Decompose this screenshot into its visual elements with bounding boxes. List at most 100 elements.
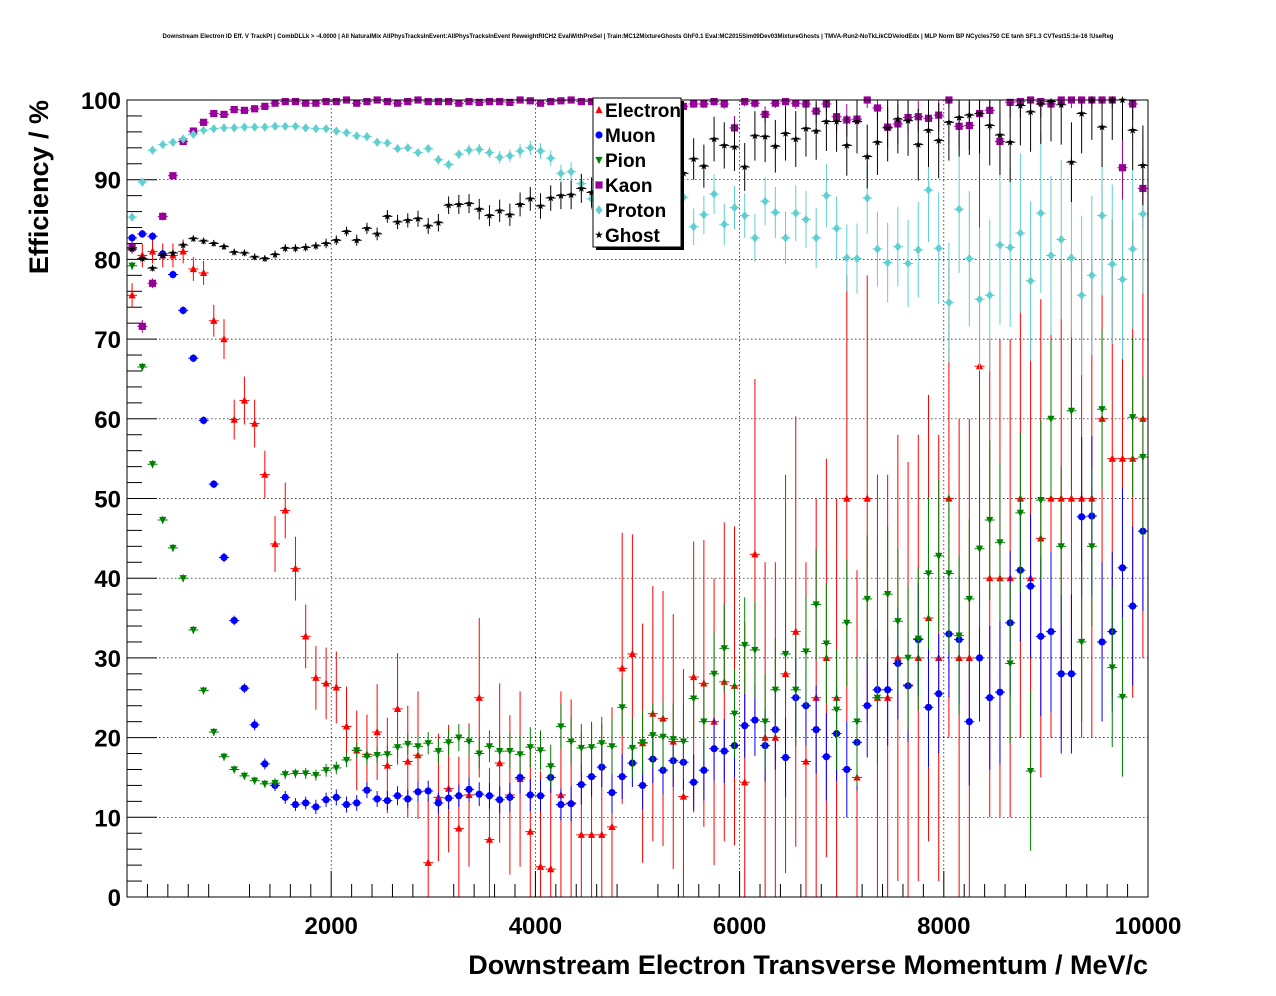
ghost-point	[434, 218, 443, 227]
proton-point	[312, 124, 320, 134]
axis-ticks	[127, 99, 1149, 898]
ghost-point	[260, 254, 269, 262]
data-points	[127, 95, 1148, 897]
proton-point	[302, 123, 310, 133]
proton-point	[240, 122, 249, 132]
pion-point	[291, 770, 300, 778]
pion-point	[547, 763, 555, 771]
pion-point	[884, 591, 892, 599]
proton-point	[128, 212, 136, 222]
kaon-point	[251, 105, 259, 113]
ghost-point	[873, 138, 882, 146]
proton-point	[945, 297, 953, 308]
muon-point	[751, 716, 759, 724]
pion-point	[332, 764, 340, 772]
muon-point	[383, 796, 391, 805]
kaon-point	[302, 99, 310, 107]
proton-point	[424, 144, 432, 154]
muon-point	[169, 270, 177, 279]
pion-point	[832, 706, 841, 714]
muon-point	[485, 792, 494, 800]
pion-point	[792, 686, 800, 694]
electron-point	[1067, 494, 1076, 502]
kaon-point	[690, 100, 698, 108]
proton-point	[220, 123, 228, 133]
kaon-point	[199, 118, 208, 126]
y-tick-label: 80	[94, 247, 121, 274]
kaon-point	[332, 97, 340, 106]
ghost-point	[209, 239, 218, 247]
ghost-point	[720, 141, 729, 149]
electron-point	[342, 722, 351, 730]
pion-point	[383, 751, 391, 759]
pion-point	[445, 739, 453, 747]
ghost-point	[730, 142, 739, 151]
pion-point	[1129, 414, 1137, 422]
electron-point	[148, 247, 157, 255]
muon-point	[567, 800, 575, 808]
proton-point	[199, 125, 208, 135]
pion-point	[496, 748, 504, 756]
pion-point	[843, 619, 851, 627]
ghost-point	[812, 127, 821, 135]
x-axis-title: Downstream Electron Transverse Momentum …	[468, 950, 1148, 980]
ghost-point	[965, 111, 974, 119]
ghost-point	[179, 241, 188, 249]
pion-point	[302, 770, 310, 778]
proton-point	[526, 143, 534, 153]
electron-point	[547, 865, 555, 873]
electron-point	[179, 247, 187, 255]
ghost-point	[710, 135, 718, 143]
kaon-point	[353, 99, 361, 107]
proton-point	[148, 145, 157, 155]
pion-point	[802, 648, 810, 656]
muon-point	[741, 722, 749, 730]
proton-point	[914, 245, 922, 255]
ghost-point	[526, 194, 535, 203]
muon-point	[996, 688, 1004, 696]
ghost-point	[577, 184, 586, 192]
kaon-point	[159, 212, 167, 220]
pion-point	[761, 718, 769, 726]
muon-point	[424, 787, 432, 795]
kaon-point	[363, 97, 371, 106]
muon-point	[700, 766, 708, 774]
proton-point	[822, 191, 830, 201]
pion-point	[924, 570, 933, 578]
pion-point	[710, 670, 718, 678]
muon-point	[608, 788, 616, 797]
proton-point	[832, 223, 841, 233]
kaon-point	[445, 97, 453, 106]
pion-point	[1088, 543, 1096, 551]
pion-point	[1118, 693, 1127, 702]
proton-point	[210, 124, 218, 134]
kaon-point	[271, 99, 279, 107]
x-tick-label: 6000	[713, 913, 766, 940]
pion-point	[1016, 509, 1024, 517]
muon-point	[1067, 670, 1076, 678]
proton-point	[547, 153, 555, 163]
pion-point	[649, 732, 657, 740]
proton-point	[873, 244, 882, 254]
kaon-point	[577, 97, 585, 106]
electron-point	[475, 693, 483, 701]
proton-point	[434, 155, 443, 165]
proton-point	[353, 131, 361, 141]
proton-point	[965, 254, 973, 264]
pion-point	[628, 744, 636, 753]
ghost-point	[863, 152, 872, 160]
kaon-point	[220, 110, 228, 118]
kaon-point	[873, 104, 882, 112]
y-tick-label: 70	[94, 327, 121, 354]
proton-point	[884, 257, 892, 268]
kaon-point	[771, 99, 779, 107]
kaon-point	[587, 97, 596, 106]
muon-point	[986, 694, 994, 702]
proton-point	[383, 138, 391, 148]
kaon-point	[383, 97, 391, 106]
ghost-point	[373, 229, 381, 238]
muon-point	[587, 773, 596, 781]
ghost-point	[424, 221, 433, 230]
ghost-point	[883, 123, 892, 132]
pion-point	[567, 738, 575, 746]
